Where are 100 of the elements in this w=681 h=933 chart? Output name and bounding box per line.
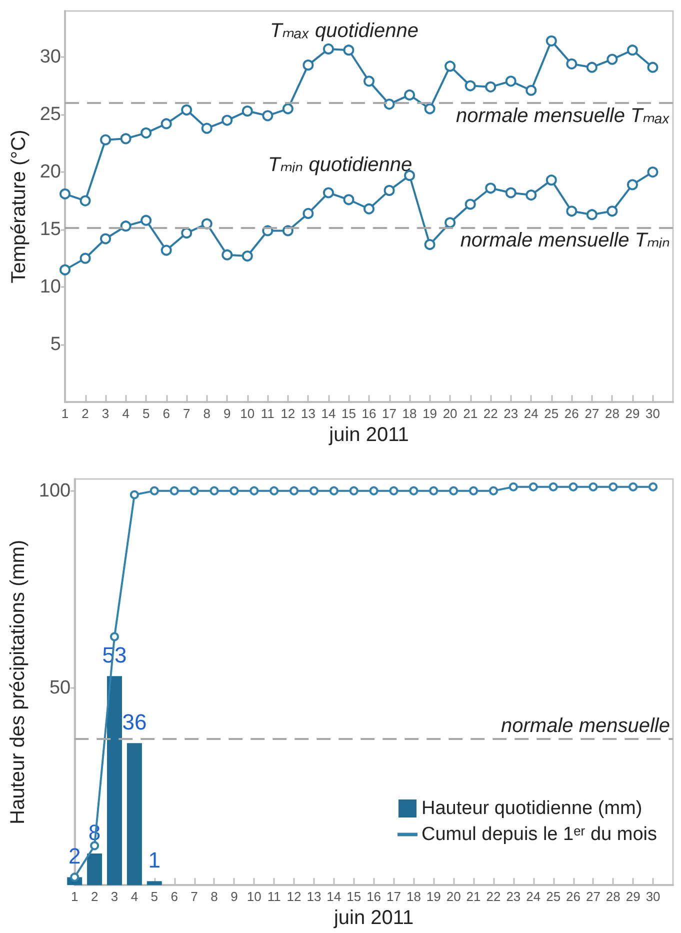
x-tick-label: 25 [544, 406, 559, 422]
point [566, 58, 578, 70]
point [444, 60, 456, 72]
point [449, 486, 458, 496]
data-label: 1 [148, 848, 161, 873]
point [80, 195, 91, 206]
point [250, 486, 259, 496]
x-tick-label: 2 [90, 889, 98, 904]
x-tick-label: 26 [566, 889, 580, 904]
x-tick-label: 5 [142, 406, 150, 422]
point [181, 104, 192, 116]
x-tick-label: 20 [446, 889, 461, 904]
legend-label: Cumul depuis le 1ᵉʳ du mois [421, 824, 658, 845]
x-tick-label: 15 [346, 889, 362, 904]
data-label: 36 [122, 710, 147, 735]
ref-line-label: normale mensuelle Tₘₐₓ [456, 105, 670, 128]
point [70, 872, 80, 882]
point [364, 203, 374, 214]
point [120, 133, 132, 144]
point [100, 233, 112, 244]
x-tick-label: 16 [366, 889, 382, 904]
point [140, 127, 152, 138]
point [322, 43, 334, 54]
x-tick-label: 1 [70, 889, 78, 904]
point [588, 482, 598, 492]
x-tick-label: 17 [382, 406, 396, 422]
point [647, 166, 658, 178]
point [508, 482, 518, 492]
x-tick-label: 3 [102, 406, 110, 422]
point [140, 214, 152, 226]
point [469, 486, 478, 496]
x-tick-label: 19 [426, 889, 441, 904]
x-tick-label: 7 [182, 406, 190, 422]
point [429, 486, 438, 496]
x-tick-label: 18 [402, 406, 417, 422]
point [548, 482, 558, 492]
bar [87, 854, 102, 886]
bar [126, 743, 142, 886]
y-tick-label: 100 [38, 480, 71, 502]
x-tick-label: 5 [150, 889, 158, 904]
point [120, 220, 132, 232]
x-tick-label: 12 [286, 889, 302, 904]
point [568, 482, 578, 492]
x-tick-label: 1 [61, 406, 69, 422]
x-tick-label: 30 [646, 889, 660, 904]
x-tick-label: 6 [162, 406, 170, 422]
point [160, 118, 172, 130]
x-tick-label: 21 [463, 406, 478, 422]
x-tick-label: 20 [442, 406, 458, 422]
point [648, 482, 658, 492]
x-tick-label: 4 [122, 406, 130, 422]
data-label: 2 [68, 844, 81, 869]
bar [106, 676, 122, 886]
point [526, 84, 537, 96]
x-tick-label: 2 [82, 406, 89, 422]
legend-label: Hauteur quotidienne (mm) [421, 798, 642, 819]
point [369, 486, 378, 496]
point [464, 198, 476, 210]
x-tick-label: 19 [422, 406, 438, 422]
x-tick-label: 13 [300, 406, 316, 422]
y-tick-label: 5 [50, 334, 61, 356]
point [626, 44, 638, 56]
x-tick-label: 30 [646, 406, 660, 422]
point [485, 182, 496, 194]
point [343, 44, 354, 56]
x-tick-label: 4 [130, 889, 138, 904]
point [242, 250, 253, 262]
x-tick-label: 7 [190, 889, 198, 904]
point [160, 244, 172, 256]
point [505, 76, 516, 87]
x-tick-label: 14 [321, 406, 336, 422]
y-tick-label: 10 [40, 276, 61, 298]
point [566, 206, 578, 217]
point [505, 187, 516, 198]
point [384, 184, 395, 196]
bar [146, 881, 162, 886]
point [60, 264, 70, 276]
point [647, 62, 658, 73]
point [409, 486, 418, 496]
x-tick-label: 10 [246, 889, 262, 904]
point [526, 190, 537, 201]
point [404, 89, 416, 100]
x-tick-label: 23 [506, 889, 521, 904]
x-tick-label: 10 [240, 406, 255, 422]
y-axis-title: Température (°C) [8, 130, 30, 284]
x-tick-label: 24 [524, 406, 538, 422]
point [290, 486, 299, 496]
point [349, 486, 358, 496]
point [343, 194, 354, 206]
point [230, 486, 239, 496]
point [170, 486, 179, 496]
series-label: Tₘₐₓ quotidienne [270, 20, 418, 42]
point [80, 252, 91, 264]
x-tick-label: 9 [230, 889, 238, 904]
point [464, 80, 476, 92]
y-axis-title: Hauteur des précipitations (mm) [7, 540, 29, 824]
x-tick-label: 8 [203, 406, 210, 422]
x-tick-label: 26 [564, 406, 579, 422]
point [389, 486, 398, 496]
point [282, 103, 294, 114]
